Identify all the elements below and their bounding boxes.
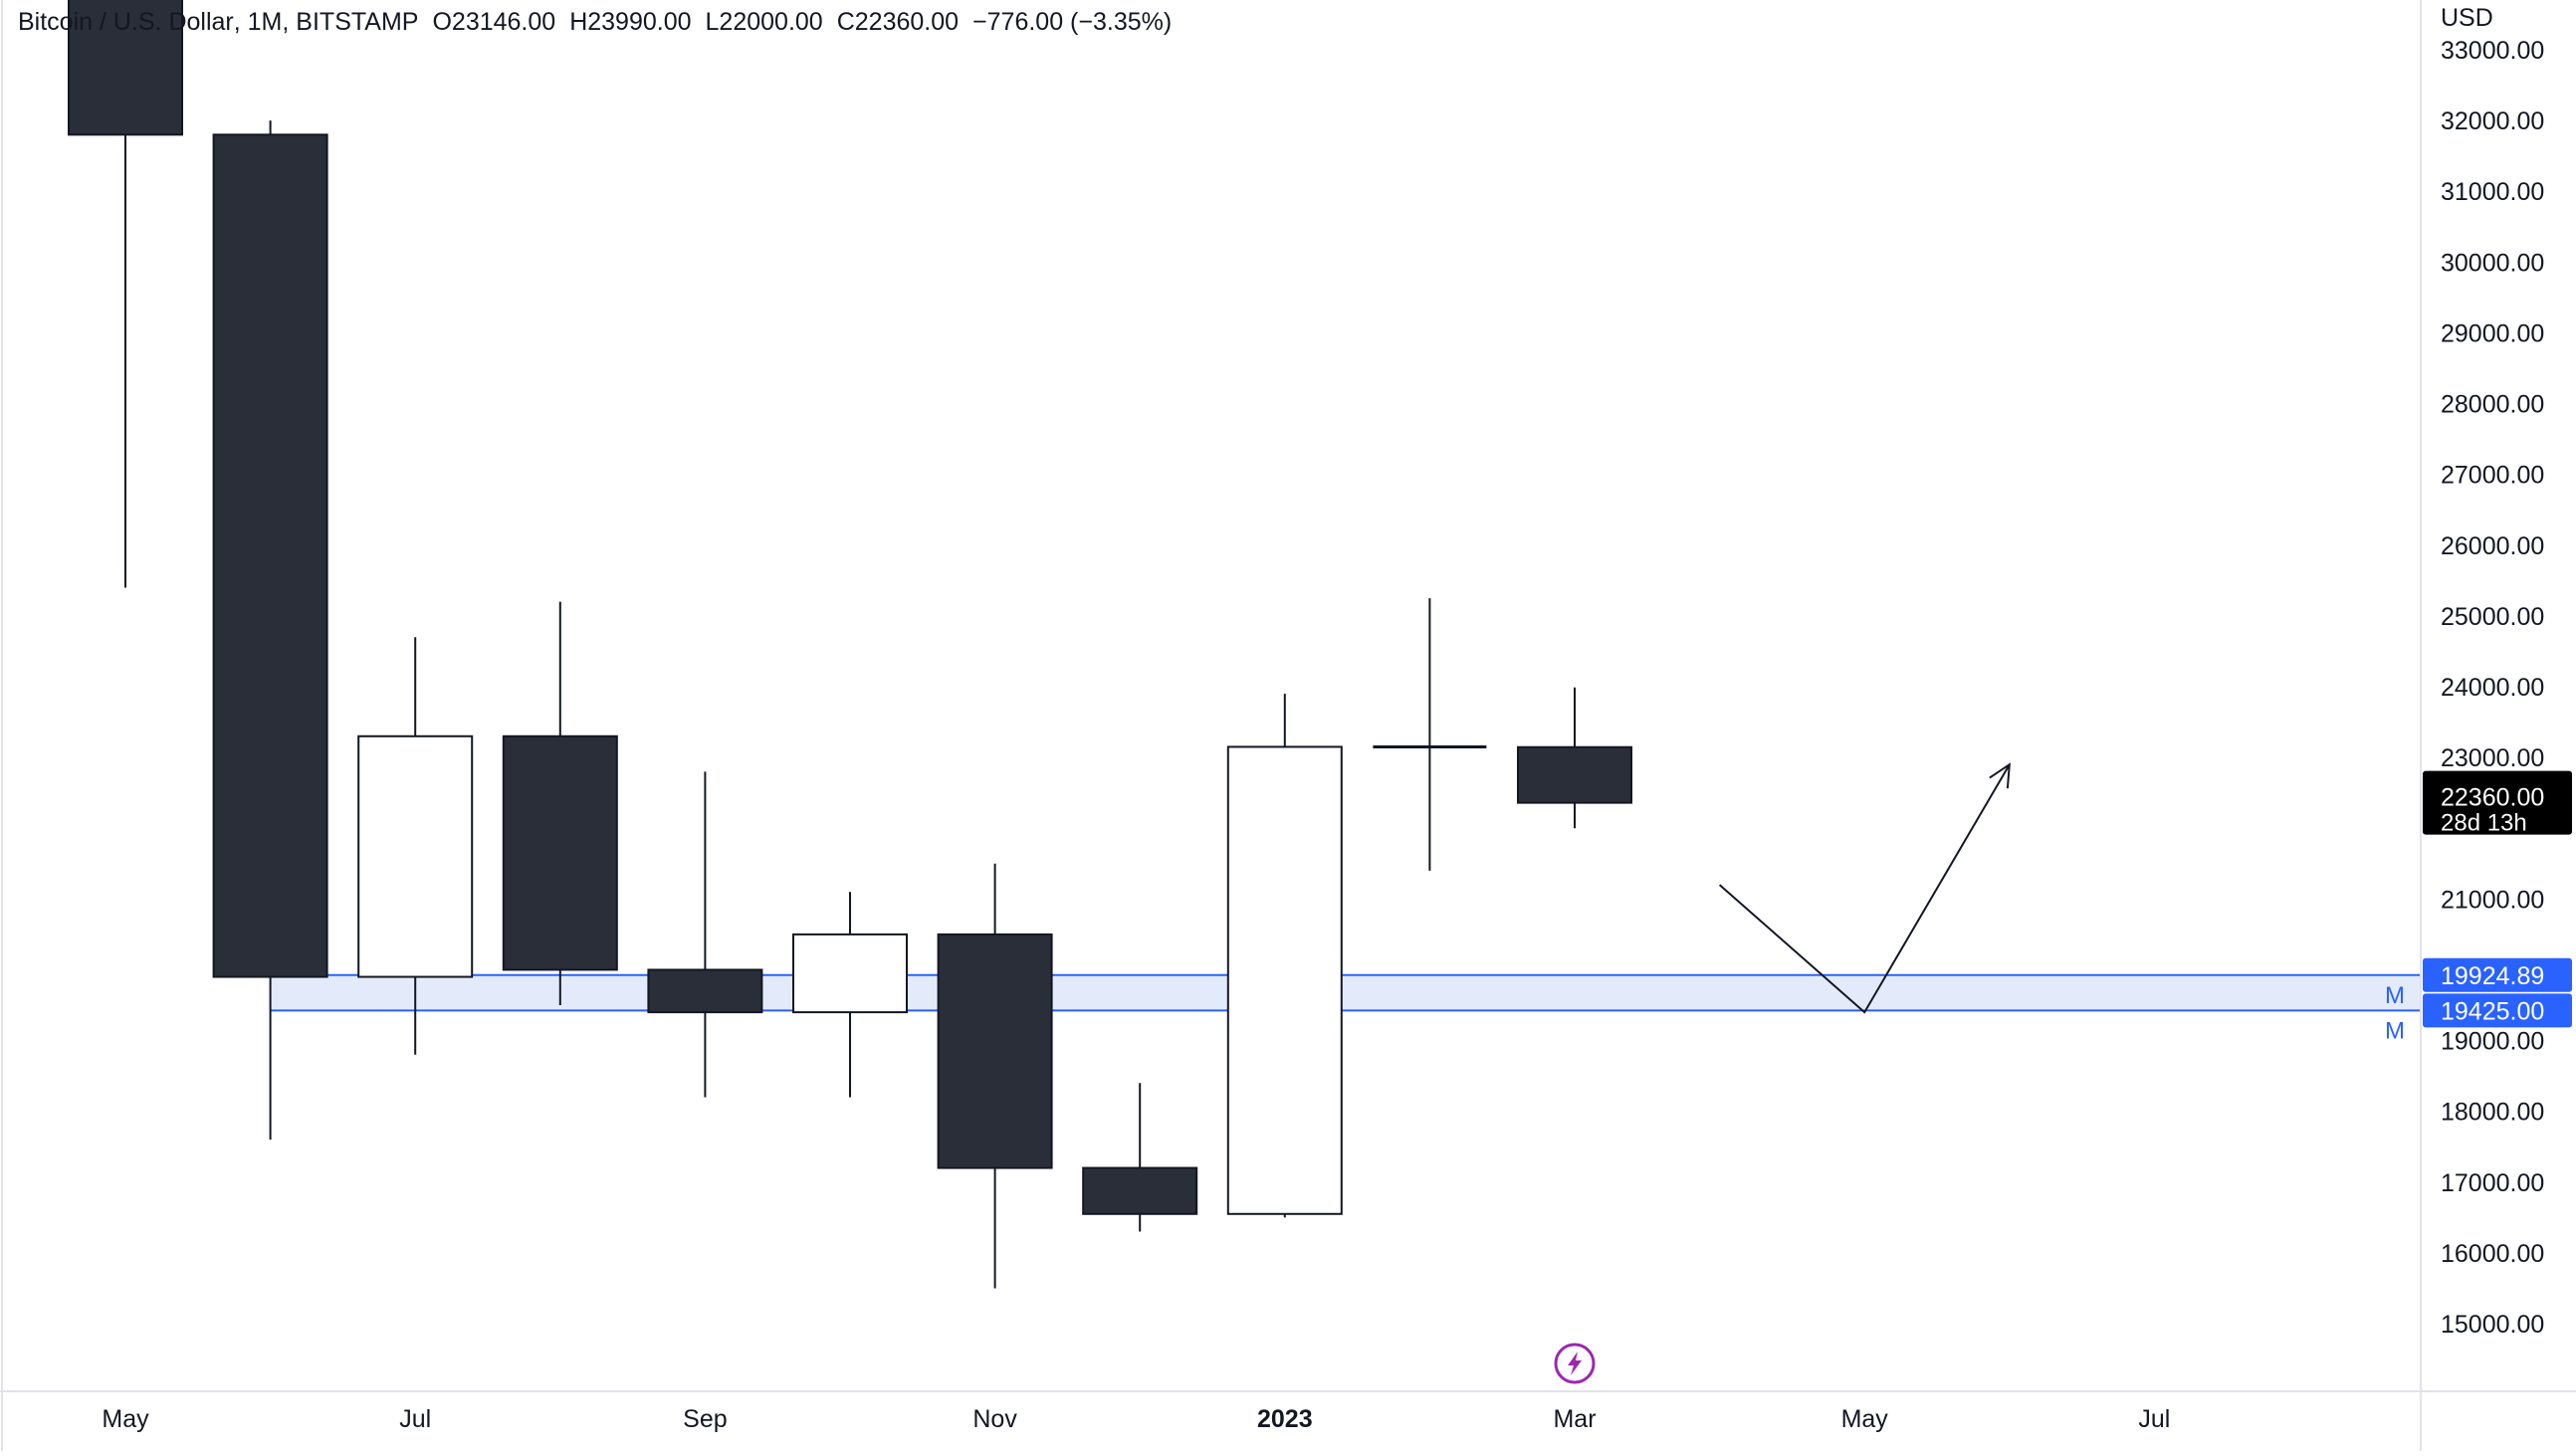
lightning-bolt-icon[interactable]	[1554, 1343, 1596, 1384]
candle-body[interactable]	[1082, 1166, 1198, 1215]
y-tick-label: 26000.00	[2441, 532, 2544, 560]
y-tick-label: 21000.00	[2441, 886, 2544, 914]
x-tick-label: Mar	[1553, 1405, 1596, 1433]
candle[interactable]	[502, 601, 618, 1005]
bar-countdown: 28d 13h	[2441, 810, 2527, 837]
candle[interactable]	[792, 892, 908, 1098]
legend-high: H23990.00	[569, 8, 692, 36]
x-tick-label: Jul	[2138, 1405, 2170, 1433]
candle[interactable]	[1226, 694, 1343, 1218]
candle-body[interactable]	[68, 0, 183, 136]
candle[interactable]	[1373, 598, 1487, 871]
y-tick-label: 30000.00	[2441, 249, 2544, 277]
support-zone[interactable]	[270, 974, 2421, 1011]
candle-body[interactable]	[647, 968, 763, 1014]
currency-label: USD	[2441, 4, 2493, 32]
zone-lower-tag[interactable]	[2423, 993, 2572, 1028]
zone-upper-marker: M	[2385, 982, 2405, 1009]
x-tick-label: Nov	[972, 1405, 1017, 1433]
candle-body[interactable]	[212, 133, 328, 978]
candle[interactable]	[68, 0, 183, 588]
legend-symbol[interactable]: Bitcoin / U.S. Dollar	[18, 8, 234, 36]
candle[interactable]	[937, 863, 1053, 1289]
y-tick-label: 18000.00	[2441, 1099, 2544, 1127]
legend-open: O23146.00	[432, 8, 556, 36]
x-tick-label: Jul	[399, 1405, 431, 1433]
y-tick-label: 29000.00	[2441, 319, 2544, 347]
arrow-up-right-icon	[1989, 762, 2011, 789]
legend-change: −776.00 (−3.35%)	[972, 8, 1173, 36]
zone-upper-tag[interactable]	[2423, 957, 2572, 992]
zone-upper-value: 19924.89	[2441, 962, 2544, 990]
candle[interactable]	[1082, 1083, 1198, 1232]
y-tick-label: 25000.00	[2441, 603, 2544, 631]
x-tick-label: Sep	[683, 1405, 727, 1433]
projection-path[interactable]	[1718, 763, 2011, 1014]
candle[interactable]	[1517, 687, 1632, 829]
candle-body[interactable]	[357, 734, 474, 978]
y-tick-label: 17000.00	[2441, 1169, 2544, 1197]
candle-body[interactable]	[792, 933, 908, 1014]
y-tick-label: 31000.00	[2441, 178, 2544, 206]
y-tick-label: 19000.00	[2441, 1028, 2544, 1056]
zone-lower-value: 19425.00	[2441, 997, 2544, 1025]
symbol-legend[interactable]: Bitcoin / U.S. Dollar, 1M, BITSTAMP O231…	[18, 8, 1173, 36]
y-tick-label: 16000.00	[2441, 1240, 2544, 1268]
zone-lower-marker: M	[2385, 1017, 2405, 1044]
y-tick-label: 27000.00	[2441, 462, 2544, 490]
y-tick-label: 33000.00	[2441, 37, 2544, 65]
x-tick-label: May	[1841, 1405, 1889, 1433]
legend-close: C22360.00	[836, 8, 960, 36]
x-tick-label: 2023	[1257, 1405, 1313, 1433]
candle-body[interactable]	[1226, 745, 1343, 1215]
last-price-value: 22360.00	[2441, 784, 2544, 812]
candle[interactable]	[357, 637, 474, 1055]
legend-exchange: BITSTAMP	[296, 8, 419, 36]
legend-low: L22000.00	[705, 8, 823, 36]
event-marker-bolt	[1568, 1352, 1582, 1375]
y-tick-label: 23000.00	[2441, 744, 2544, 772]
candle-body[interactable]	[502, 734, 618, 971]
candle-body[interactable]	[937, 933, 1053, 1169]
x-tick-label: May	[102, 1405, 149, 1433]
candle[interactable]	[647, 771, 763, 1098]
y-tick-label: 28000.00	[2441, 391, 2544, 419]
y-tick-label: 24000.00	[2441, 674, 2544, 702]
candle-body[interactable]	[1517, 745, 1632, 804]
y-tick-label: 32000.00	[2441, 107, 2544, 135]
last-price-tag[interactable]	[2423, 770, 2572, 835]
candle[interactable]	[212, 120, 328, 1141]
y-tick-label: 15000.00	[2441, 1311, 2544, 1339]
legend-interval: 1M	[247, 8, 283, 36]
